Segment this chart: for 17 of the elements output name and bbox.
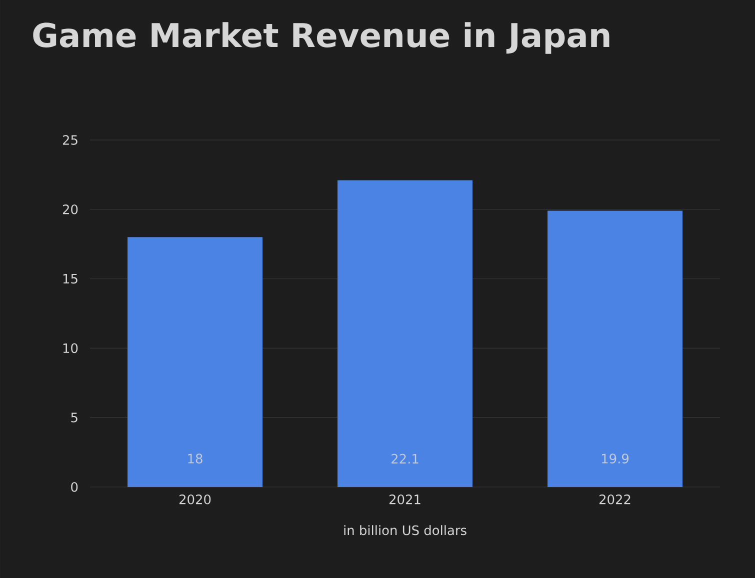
y-tick-label: 20: [62, 204, 78, 214]
bar: [338, 180, 473, 487]
x-axis-title: in billion US dollars: [344, 525, 466, 536]
data-label: 19.9: [602, 454, 629, 464]
x-tick-label: 2022: [599, 494, 630, 504]
x-tick-label: 2021: [389, 494, 420, 504]
data-label: 18: [188, 454, 202, 464]
x-tick-label: 2020: [179, 494, 211, 504]
bar: [128, 237, 263, 487]
bar: [548, 210, 683, 487]
y-tick-label: 25: [62, 135, 78, 145]
y-tick-label: 0: [71, 482, 78, 492]
chart-title: Game Market Revenue in Japan: [33, 22, 610, 54]
data-label: 22.1: [392, 454, 418, 464]
y-tick-label: 5: [71, 412, 78, 422]
y-tick-label: 10: [63, 343, 78, 354]
y-tick-label: 15: [63, 274, 78, 284]
